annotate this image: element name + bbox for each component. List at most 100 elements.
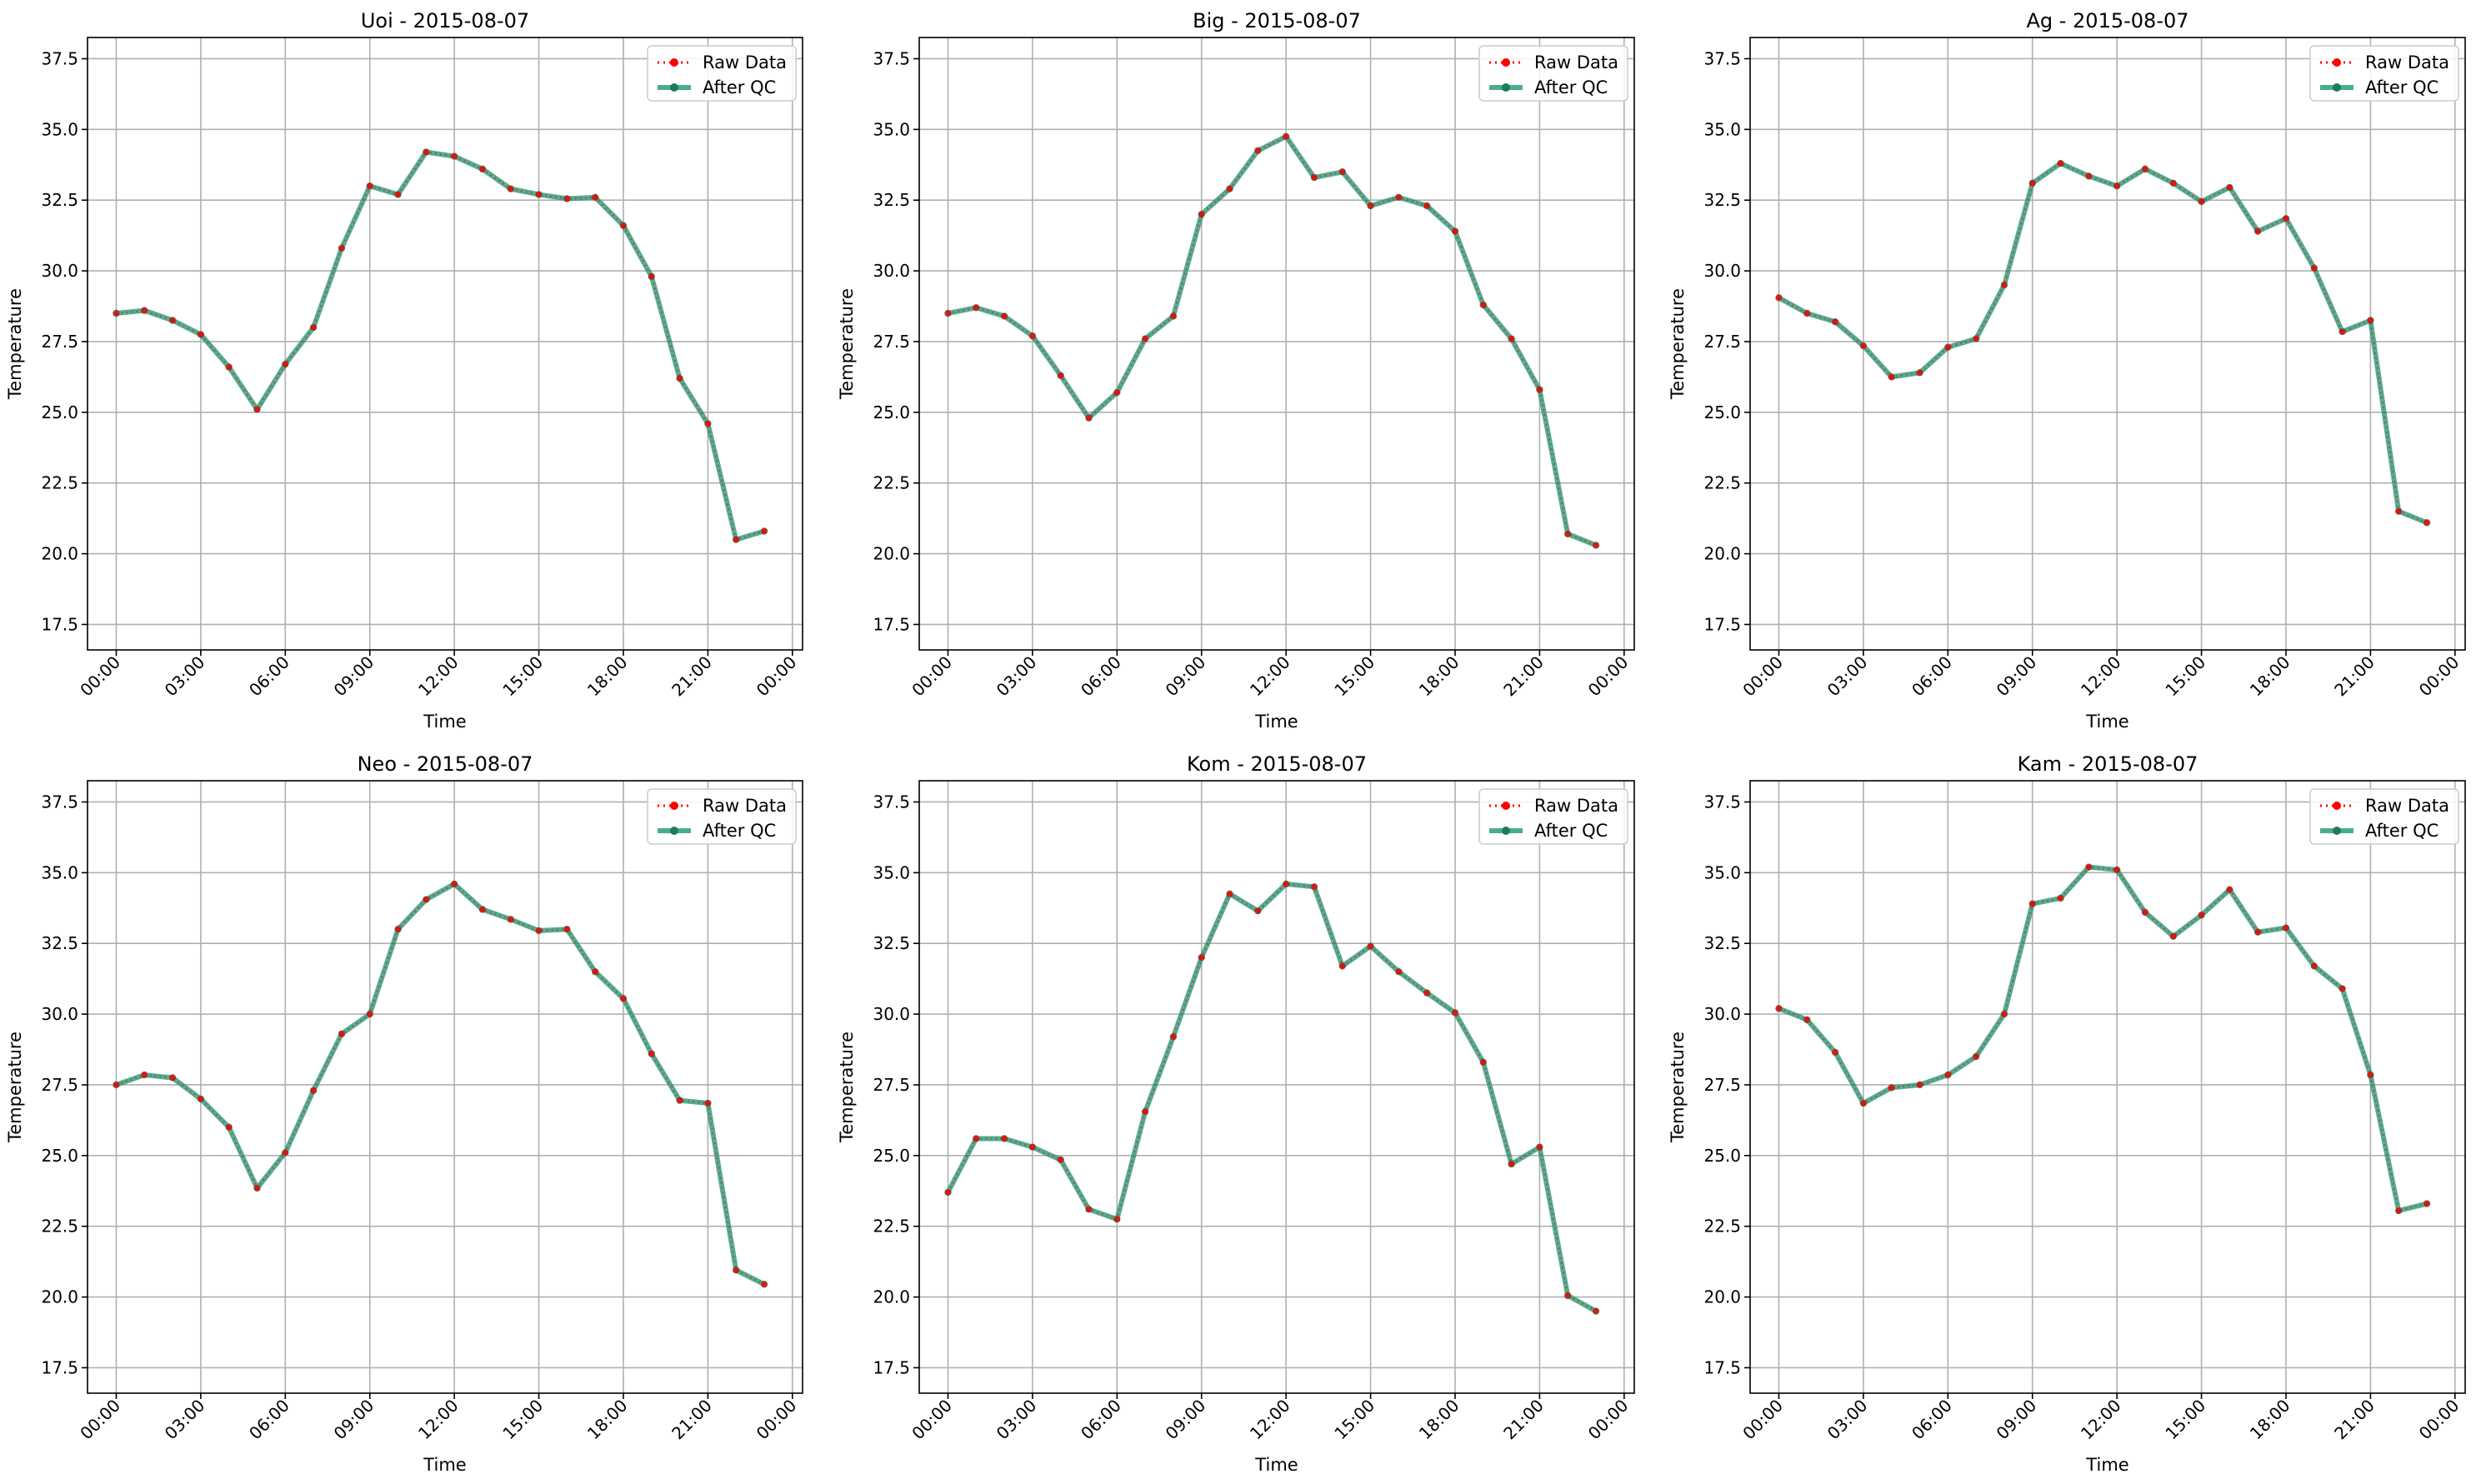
y-tick-label: 32.5 xyxy=(873,190,910,210)
x-tick-label: 21:00 xyxy=(668,652,716,701)
y-tick-label: 35.0 xyxy=(41,119,78,139)
raw-data-point xyxy=(1973,335,1979,342)
raw-data-point xyxy=(1198,954,1205,961)
y-tick-label: 32.5 xyxy=(873,933,910,953)
raw-data-point xyxy=(1803,310,1810,317)
raw-data-point xyxy=(2085,863,2092,871)
raw-data-point xyxy=(2395,508,2402,515)
raw-data-point xyxy=(1944,1072,1951,1078)
x-tick-labels: 00:00 03:00 06:00 09:00 12:00 15:00 18:00 21:00… xyxy=(76,1393,800,1443)
gridlines xyxy=(919,37,1634,650)
legend-label: Raw Data xyxy=(703,796,787,816)
x-axis-label: Time xyxy=(2085,1455,2128,1475)
x-tick-label: 09:00 xyxy=(1162,652,1210,701)
raw-data-point xyxy=(592,968,598,975)
y-tick-label: 25.0 xyxy=(873,1146,910,1166)
raw-data-point xyxy=(1198,211,1205,217)
after-qc-line xyxy=(1778,864,2428,1214)
legend-raw-data-marker xyxy=(1502,802,1510,810)
raw-data-point xyxy=(1860,1100,1867,1107)
raw-data-point xyxy=(2113,182,2120,189)
y-tick-label: 37.5 xyxy=(873,48,910,68)
y-tick-label: 30.0 xyxy=(41,1004,78,1024)
raw-data-point xyxy=(1944,344,1951,351)
raw-data-point xyxy=(1029,332,1036,339)
raw-data-point xyxy=(2029,901,2036,907)
y-tick-label: 35.0 xyxy=(41,862,78,882)
legend: Raw Data After QC xyxy=(647,788,797,845)
raw-data-point xyxy=(1832,318,1838,325)
raw-data-point xyxy=(282,1149,288,1157)
series-raw-data xyxy=(113,881,768,1287)
y-tick-label: 22.5 xyxy=(41,1217,78,1237)
y-tick-label: 32.5 xyxy=(41,933,78,953)
x-tick-labels: 00:00 03:00 06:00 09:00 12:00 15:00 18:00 21:00… xyxy=(1738,650,2463,700)
raw-data-point xyxy=(1593,542,1599,548)
x-axis-label: Time xyxy=(423,712,466,732)
raw-data-point xyxy=(1480,302,1487,308)
y-tick-label: 32.5 xyxy=(1703,190,1741,210)
x-tick-label: 09:00 xyxy=(1993,1396,2041,1444)
legend-after-qc-marker xyxy=(1502,83,1510,92)
x-tick-label: 18:00 xyxy=(1415,652,1463,701)
x-tick-label: 06:00 xyxy=(1908,652,1956,701)
raw-data-point xyxy=(535,191,543,198)
raw-data-point xyxy=(508,186,514,192)
x-tick-label: 15:00 xyxy=(2161,1396,2209,1444)
series-after-qc xyxy=(944,132,1600,549)
y-tick-label: 22.5 xyxy=(873,473,910,493)
raw-data-point xyxy=(1339,962,1346,969)
legend-label: After QC xyxy=(1534,77,1608,97)
x-tick-label: 12:00 xyxy=(1246,1396,1294,1444)
raw-data-point xyxy=(1283,133,1289,140)
y-axis-label: Temperature xyxy=(837,288,857,400)
raw-data-point xyxy=(677,375,683,382)
x-tick-label: 03:00 xyxy=(161,1396,209,1444)
axes-frame xyxy=(918,37,1635,651)
y-tick-label: 37.5 xyxy=(1703,792,1741,812)
x-tick-label: 09:00 xyxy=(330,652,378,701)
raw-data-point xyxy=(1564,1292,1571,1299)
raw-data-point xyxy=(2423,519,2430,526)
legend: Raw Data After QC xyxy=(647,45,797,102)
y-tick-label: 37.5 xyxy=(41,48,78,68)
raw-data-point xyxy=(535,927,543,934)
x-tick-label: 03:00 xyxy=(993,1396,1041,1444)
raw-data-point xyxy=(1170,312,1177,319)
x-tick-label: 00:00 xyxy=(76,1396,124,1444)
y-tick-label: 17.5 xyxy=(41,1357,78,1377)
raw-data-point xyxy=(1423,202,1430,209)
y-tick-label: 30.0 xyxy=(1703,1004,1741,1024)
x-axis-label: Time xyxy=(1254,1455,1298,1475)
x-tick-label: 18:00 xyxy=(583,652,632,701)
x-tick-label: 00:00 xyxy=(908,652,956,701)
raw-data-point xyxy=(2170,180,2177,187)
after-qc-line xyxy=(116,149,765,542)
raw-data-point xyxy=(141,1072,148,1078)
y-tick-labels: 17.5 20.0 22.5 25.0 27.5 30.0 32.5 35.0 37.5 xyxy=(41,48,88,634)
y-tick-label: 27.5 xyxy=(1703,332,1741,352)
raw-data-point xyxy=(761,527,768,535)
raw-data-point xyxy=(973,1135,979,1142)
raw-data-point xyxy=(2254,929,2261,936)
raw-data-point xyxy=(169,317,176,324)
raw-data-point xyxy=(226,363,233,371)
subplot: 17.5 20.0 22.5 25.0 27.5 30.0 32.5 35.0 37.5 00:0… xyxy=(837,752,1635,1475)
x-tick-label: 21:00 xyxy=(1499,652,1548,701)
y-tick-label: 22.5 xyxy=(41,473,78,493)
x-tick-label: 06:00 xyxy=(1077,1396,1125,1444)
raw-data-point xyxy=(1226,891,1233,897)
gridlines xyxy=(88,37,803,650)
raw-data-point xyxy=(1226,186,1233,192)
raw-data-point xyxy=(2339,985,2346,992)
raw-data-point xyxy=(479,166,486,172)
raw-data-point xyxy=(563,926,570,932)
legend-label: Raw Data xyxy=(1534,52,1618,72)
raw-data-point xyxy=(733,536,739,543)
raw-data-point xyxy=(1536,1144,1543,1151)
raw-data-point xyxy=(2001,1011,2008,1017)
raw-data-point xyxy=(2226,184,2233,191)
series-raw-data xyxy=(1775,160,2430,526)
raw-data-point xyxy=(620,995,627,1002)
subplot: 17.5 20.0 22.5 25.0 27.5 30.0 32.5 35.0 37.5 00:0… xyxy=(1668,752,2466,1475)
